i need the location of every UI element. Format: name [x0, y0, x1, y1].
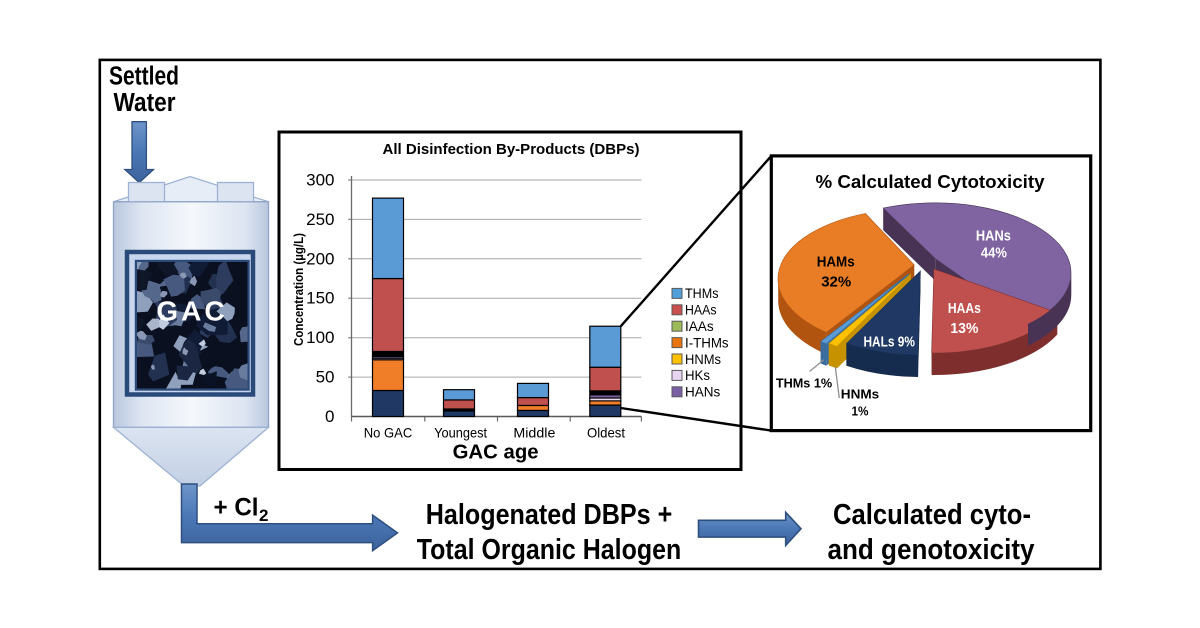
svg-text:Halogenated DBPs +: Halogenated DBPs + [426, 499, 673, 531]
svg-text:0: 0 [325, 407, 334, 426]
svg-text:Calculated cyto-: Calculated cyto- [833, 499, 1031, 531]
svg-text:32%: 32% [821, 273, 851, 290]
svg-text:HNMs: HNMs [841, 387, 879, 402]
svg-text:HNMs: HNMs [685, 352, 721, 367]
svg-text:IAAs: IAAs [685, 319, 714, 334]
svg-text:THMs: THMs [685, 286, 719, 301]
svg-text:HKs: HKs [685, 368, 710, 383]
svg-text:HANs: HANs [976, 228, 1011, 245]
svg-text:GAC age: GAC age [453, 442, 539, 464]
svg-text:2: 2 [259, 506, 268, 525]
svg-text:All Disinfection By-Products (: All Disinfection By-Products (DBPs) [383, 141, 640, 158]
svg-text:GAC: GAC [156, 296, 227, 327]
svg-text:50: 50 [316, 368, 335, 387]
svg-text:250: 250 [306, 210, 334, 229]
svg-text:HAAs: HAAs [685, 303, 717, 318]
svg-text:I-THMs: I-THMs [685, 335, 729, 350]
svg-text:HAMs: HAMs [817, 253, 855, 270]
svg-text:and genotoxicity: and genotoxicity [828, 534, 1035, 566]
svg-text:THMs 1%: THMs 1% [776, 375, 833, 390]
svg-text:HANs: HANs [685, 385, 721, 400]
svg-text:200: 200 [306, 249, 334, 268]
svg-text:Youngest: Youngest [434, 425, 487, 441]
svg-text:Concentration (µg/L): Concentration (µg/L) [292, 233, 306, 346]
svg-text:1%: 1% [852, 404, 869, 419]
svg-text:No GAC: No GAC [364, 425, 413, 441]
svg-text:HAAs: HAAs [948, 300, 981, 317]
svg-text:Middle: Middle [513, 425, 555, 441]
svg-text:HALs 9%: HALs 9% [863, 334, 915, 351]
svg-text:150: 150 [306, 289, 334, 308]
svg-text:% Calculated Cytotoxicity: % Calculated Cytotoxicity [816, 172, 1045, 192]
svg-text:Oldest: Oldest [587, 425, 625, 441]
svg-text:Settled: Settled [109, 63, 179, 91]
svg-text:44%: 44% [981, 244, 1007, 261]
svg-text:Water: Water [114, 89, 176, 117]
svg-text:+ Cl: + Cl [214, 494, 259, 522]
svg-text:13%: 13% [950, 320, 978, 337]
svg-text:Total Organic Halogen: Total Organic Halogen [417, 534, 682, 566]
svg-text:100: 100 [306, 328, 334, 347]
svg-text:300: 300 [306, 171, 334, 190]
